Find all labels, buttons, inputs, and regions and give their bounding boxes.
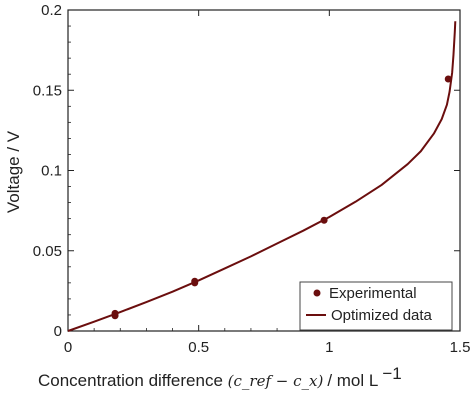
legend-label-experimental: Experimental xyxy=(329,285,417,302)
legend: Experimental Optimized data xyxy=(299,281,453,331)
legend-box xyxy=(299,281,453,331)
experimental-point xyxy=(320,216,328,224)
y-axis-title: Voltage / V xyxy=(4,130,23,213)
y-tick-label: 0.15 xyxy=(33,82,62,99)
legend-label-optimized: Optimized data xyxy=(331,307,433,324)
x-tick-label: 0.5 xyxy=(188,339,209,356)
x-axis-title-math: (c_ref − c_x) xyxy=(228,372,324,390)
x-axis-title-units: / mol L xyxy=(327,371,378,390)
optimized-data-line xyxy=(67,21,457,332)
x-axis-title-superscript: −1 xyxy=(382,364,401,383)
experimental-point xyxy=(191,277,199,285)
experimental-point xyxy=(111,309,119,317)
legend-marker-experimental xyxy=(313,289,321,297)
x-tick-label: 1 xyxy=(325,339,333,356)
y-tick-label: 0.2 xyxy=(41,2,62,19)
x-tick-label: 0 xyxy=(64,339,72,356)
experimental-point xyxy=(444,75,452,83)
series-points xyxy=(111,75,452,320)
x-tick-label: 1.5 xyxy=(450,339,471,356)
y-tick-label: 0 xyxy=(54,323,62,340)
y-tick-label: 0.05 xyxy=(33,243,62,260)
series-line xyxy=(67,21,457,332)
x-axis-title: Concentration difference (c_ref − c_x) /… xyxy=(38,364,402,390)
x-axis-title-prefix: Concentration difference xyxy=(38,371,228,390)
y-tick-label: 0.1 xyxy=(41,163,62,180)
